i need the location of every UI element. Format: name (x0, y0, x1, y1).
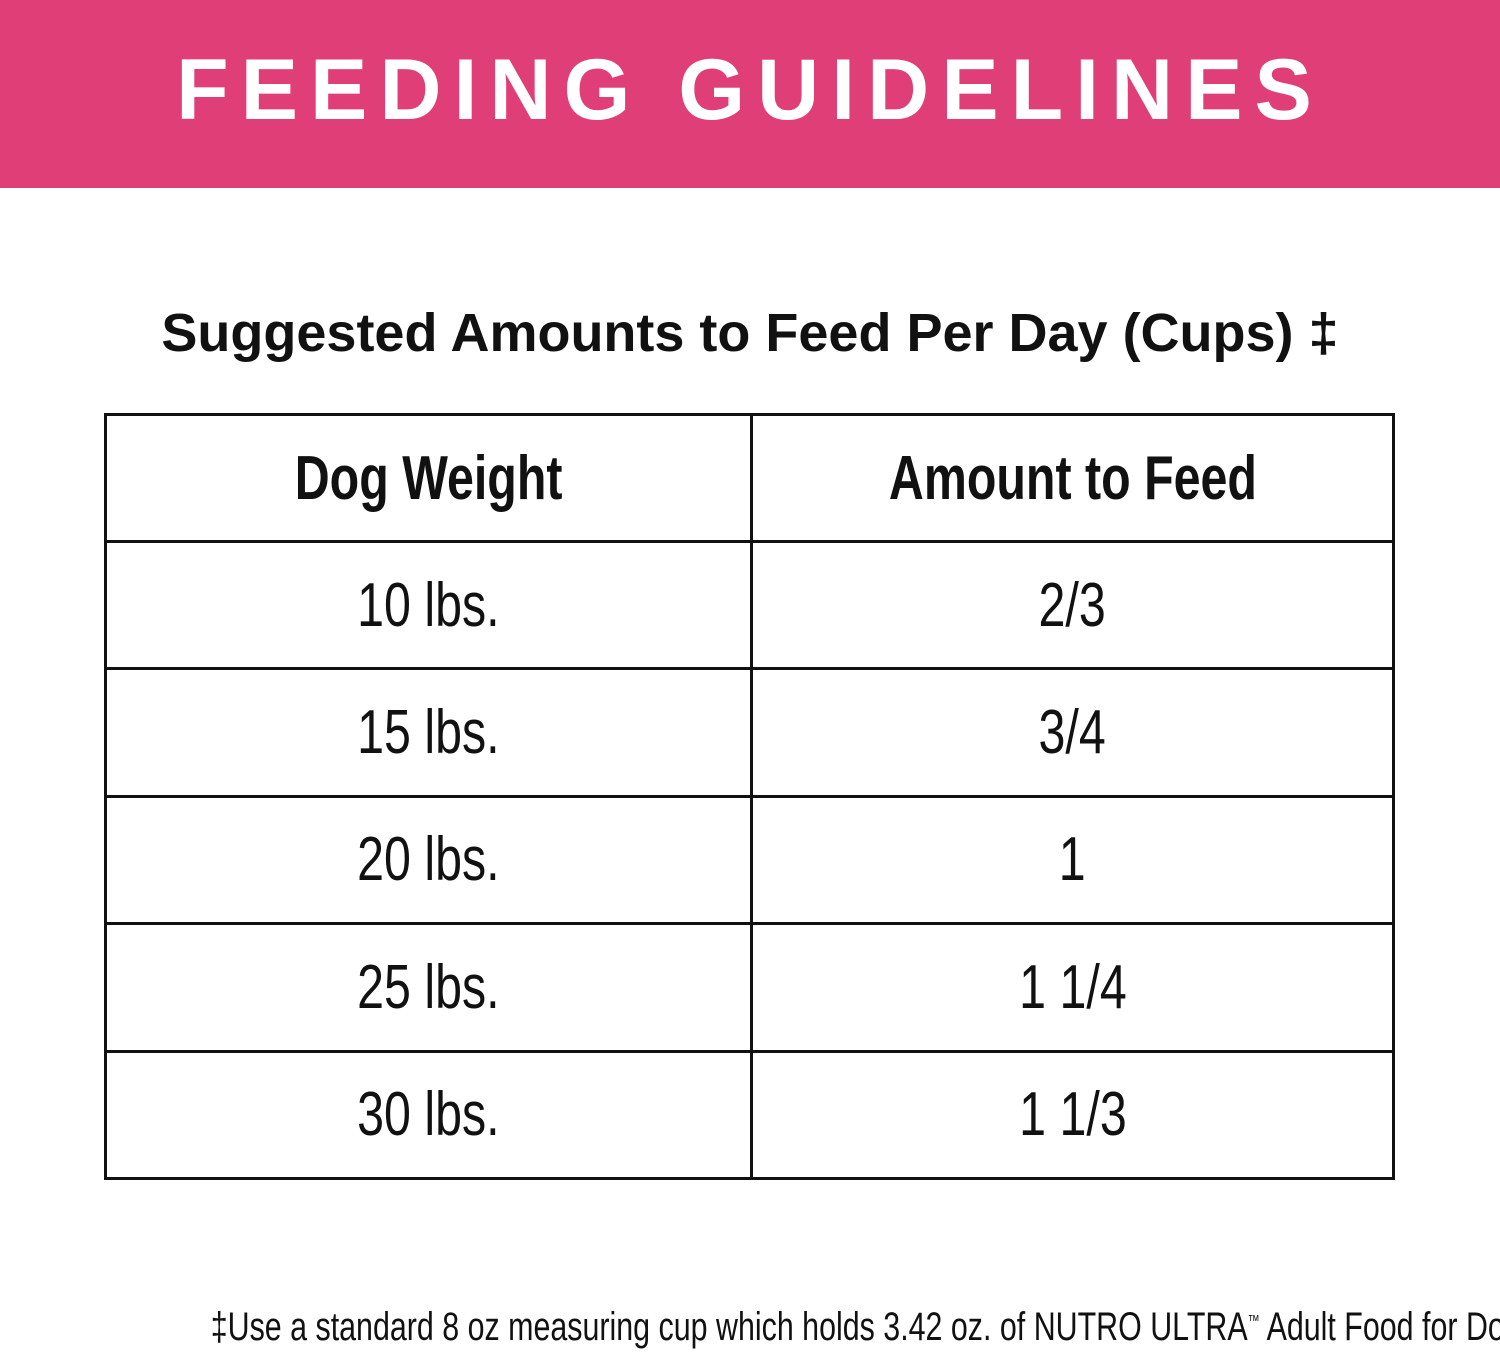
table-cell: 3/4 (750, 667, 1395, 798)
table-cell: 1 (750, 794, 1395, 926)
table-cell: 10 lbs. (104, 539, 753, 671)
cell-text: 1 1/4 (1018, 952, 1127, 1022)
table-cell: 1 1/4 (750, 922, 1395, 1053)
footnote-text: ‡Use a standard 8 oz measuring cup which… (211, 1298, 1500, 1351)
cell-text: 25 lbs. (357, 952, 500, 1022)
cell-text: 1 (1059, 825, 1086, 895)
table-cell: 15 lbs. (104, 667, 753, 798)
feeding-table: Dog Weight Amount to Feed 10 lbs. 2/3 15 lbs… (104, 413, 1395, 1181)
title: FEEDING GUIDELINES (176, 42, 1324, 138)
cell-text: 20 lbs. (357, 825, 500, 895)
cell-text: 15 lbs. (357, 698, 500, 768)
table-cell: 2/3 (750, 539, 1395, 671)
cell-text: 10 lbs. (357, 570, 500, 640)
table-cell: 30 lbs. (104, 1049, 753, 1181)
header-row: Dog Weight Amount to Feed (104, 413, 1395, 543)
footnote-before: ‡Use a standard 8 oz measuring cup which… (210, 1305, 1248, 1349)
table-row: 20 lbs. 1 (104, 794, 1395, 926)
table-row: 25 lbs. 1 1/4 (104, 922, 1395, 1053)
cell-text: 2/3 (1038, 570, 1107, 640)
subtitle: Suggested Amounts to Feed Per Day (Cups)… (161, 303, 1339, 363)
cell-text: 1 1/3 (1018, 1080, 1127, 1150)
cell-text: Dog Weight (294, 443, 563, 513)
header-banner: FEEDING GUIDELINES (0, 0, 1500, 188)
table-row: 30 lbs. 1 1/3 (104, 1049, 1395, 1181)
table-cell: 25 lbs. (104, 922, 753, 1053)
cell-text: 3/4 (1038, 698, 1107, 768)
table-row: 10 lbs. 2/3 (104, 539, 1395, 671)
footnote-after: Adult Food for Dogs. (1266, 1305, 1500, 1349)
cell-text: 30 lbs. (357, 1080, 500, 1150)
footnote: ‡Use a standard 8 oz measuring cup which… (0, 1298, 1500, 1351)
header-cell: Dog Weight (104, 413, 753, 543)
trademark: ™ (1247, 1313, 1260, 1330)
cell-text: Amount to Feed (888, 443, 1257, 513)
table-row: 15 lbs. 3/4 (104, 667, 1395, 798)
table-cell: 20 lbs. (104, 794, 753, 926)
table-cell: 1 1/3 (750, 1049, 1395, 1181)
header-cell: Amount to Feed (750, 413, 1395, 543)
